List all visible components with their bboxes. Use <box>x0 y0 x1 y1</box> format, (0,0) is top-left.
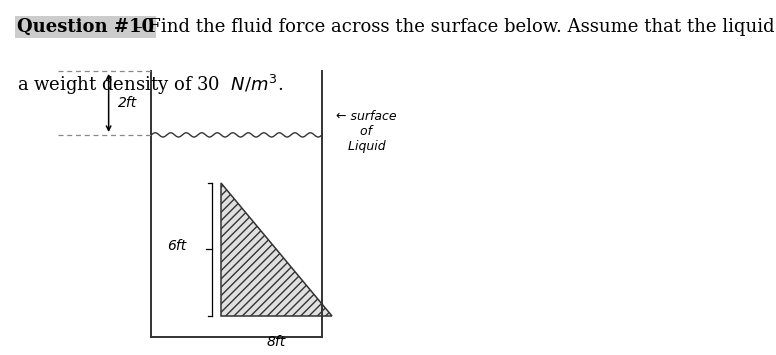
Text: 2ft: 2ft <box>118 96 137 110</box>
Polygon shape <box>221 183 332 316</box>
Text: – Find the fluid force across the surface below. Assume that the liquid has: – Find the fluid force across the surfac… <box>128 18 776 36</box>
Text: 6ft: 6ft <box>167 239 186 253</box>
Text: Question #10: Question #10 <box>17 18 154 36</box>
Text: ← surface
      of
   Liquid: ← surface of Liquid <box>336 110 397 153</box>
Text: a weight density of 30  $N/m^3$.: a weight density of 30 $N/m^3$. <box>17 73 283 97</box>
Text: 8ft: 8ft <box>267 335 286 349</box>
